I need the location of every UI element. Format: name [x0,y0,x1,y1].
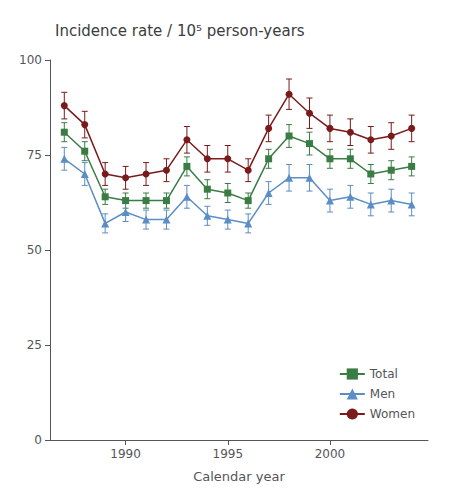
svg-text:Women: Women [370,407,415,421]
svg-text:25: 25 [27,338,42,352]
svg-text:1995: 1995 [212,447,243,461]
svg-text:0: 0 [34,433,42,447]
svg-text:50: 50 [27,243,42,257]
svg-text:Incidence rate / 10⁵ person-ye: Incidence rate / 10⁵ person-years [55,22,305,40]
svg-text:2000: 2000 [315,447,346,461]
svg-text:Total: Total [369,367,398,381]
svg-text:75: 75 [27,148,42,162]
svg-text:100: 100 [19,53,42,67]
svg-text:Men: Men [370,387,395,401]
svg-text:1990: 1990 [110,447,141,461]
svg-text:Calendar year: Calendar year [193,469,285,484]
